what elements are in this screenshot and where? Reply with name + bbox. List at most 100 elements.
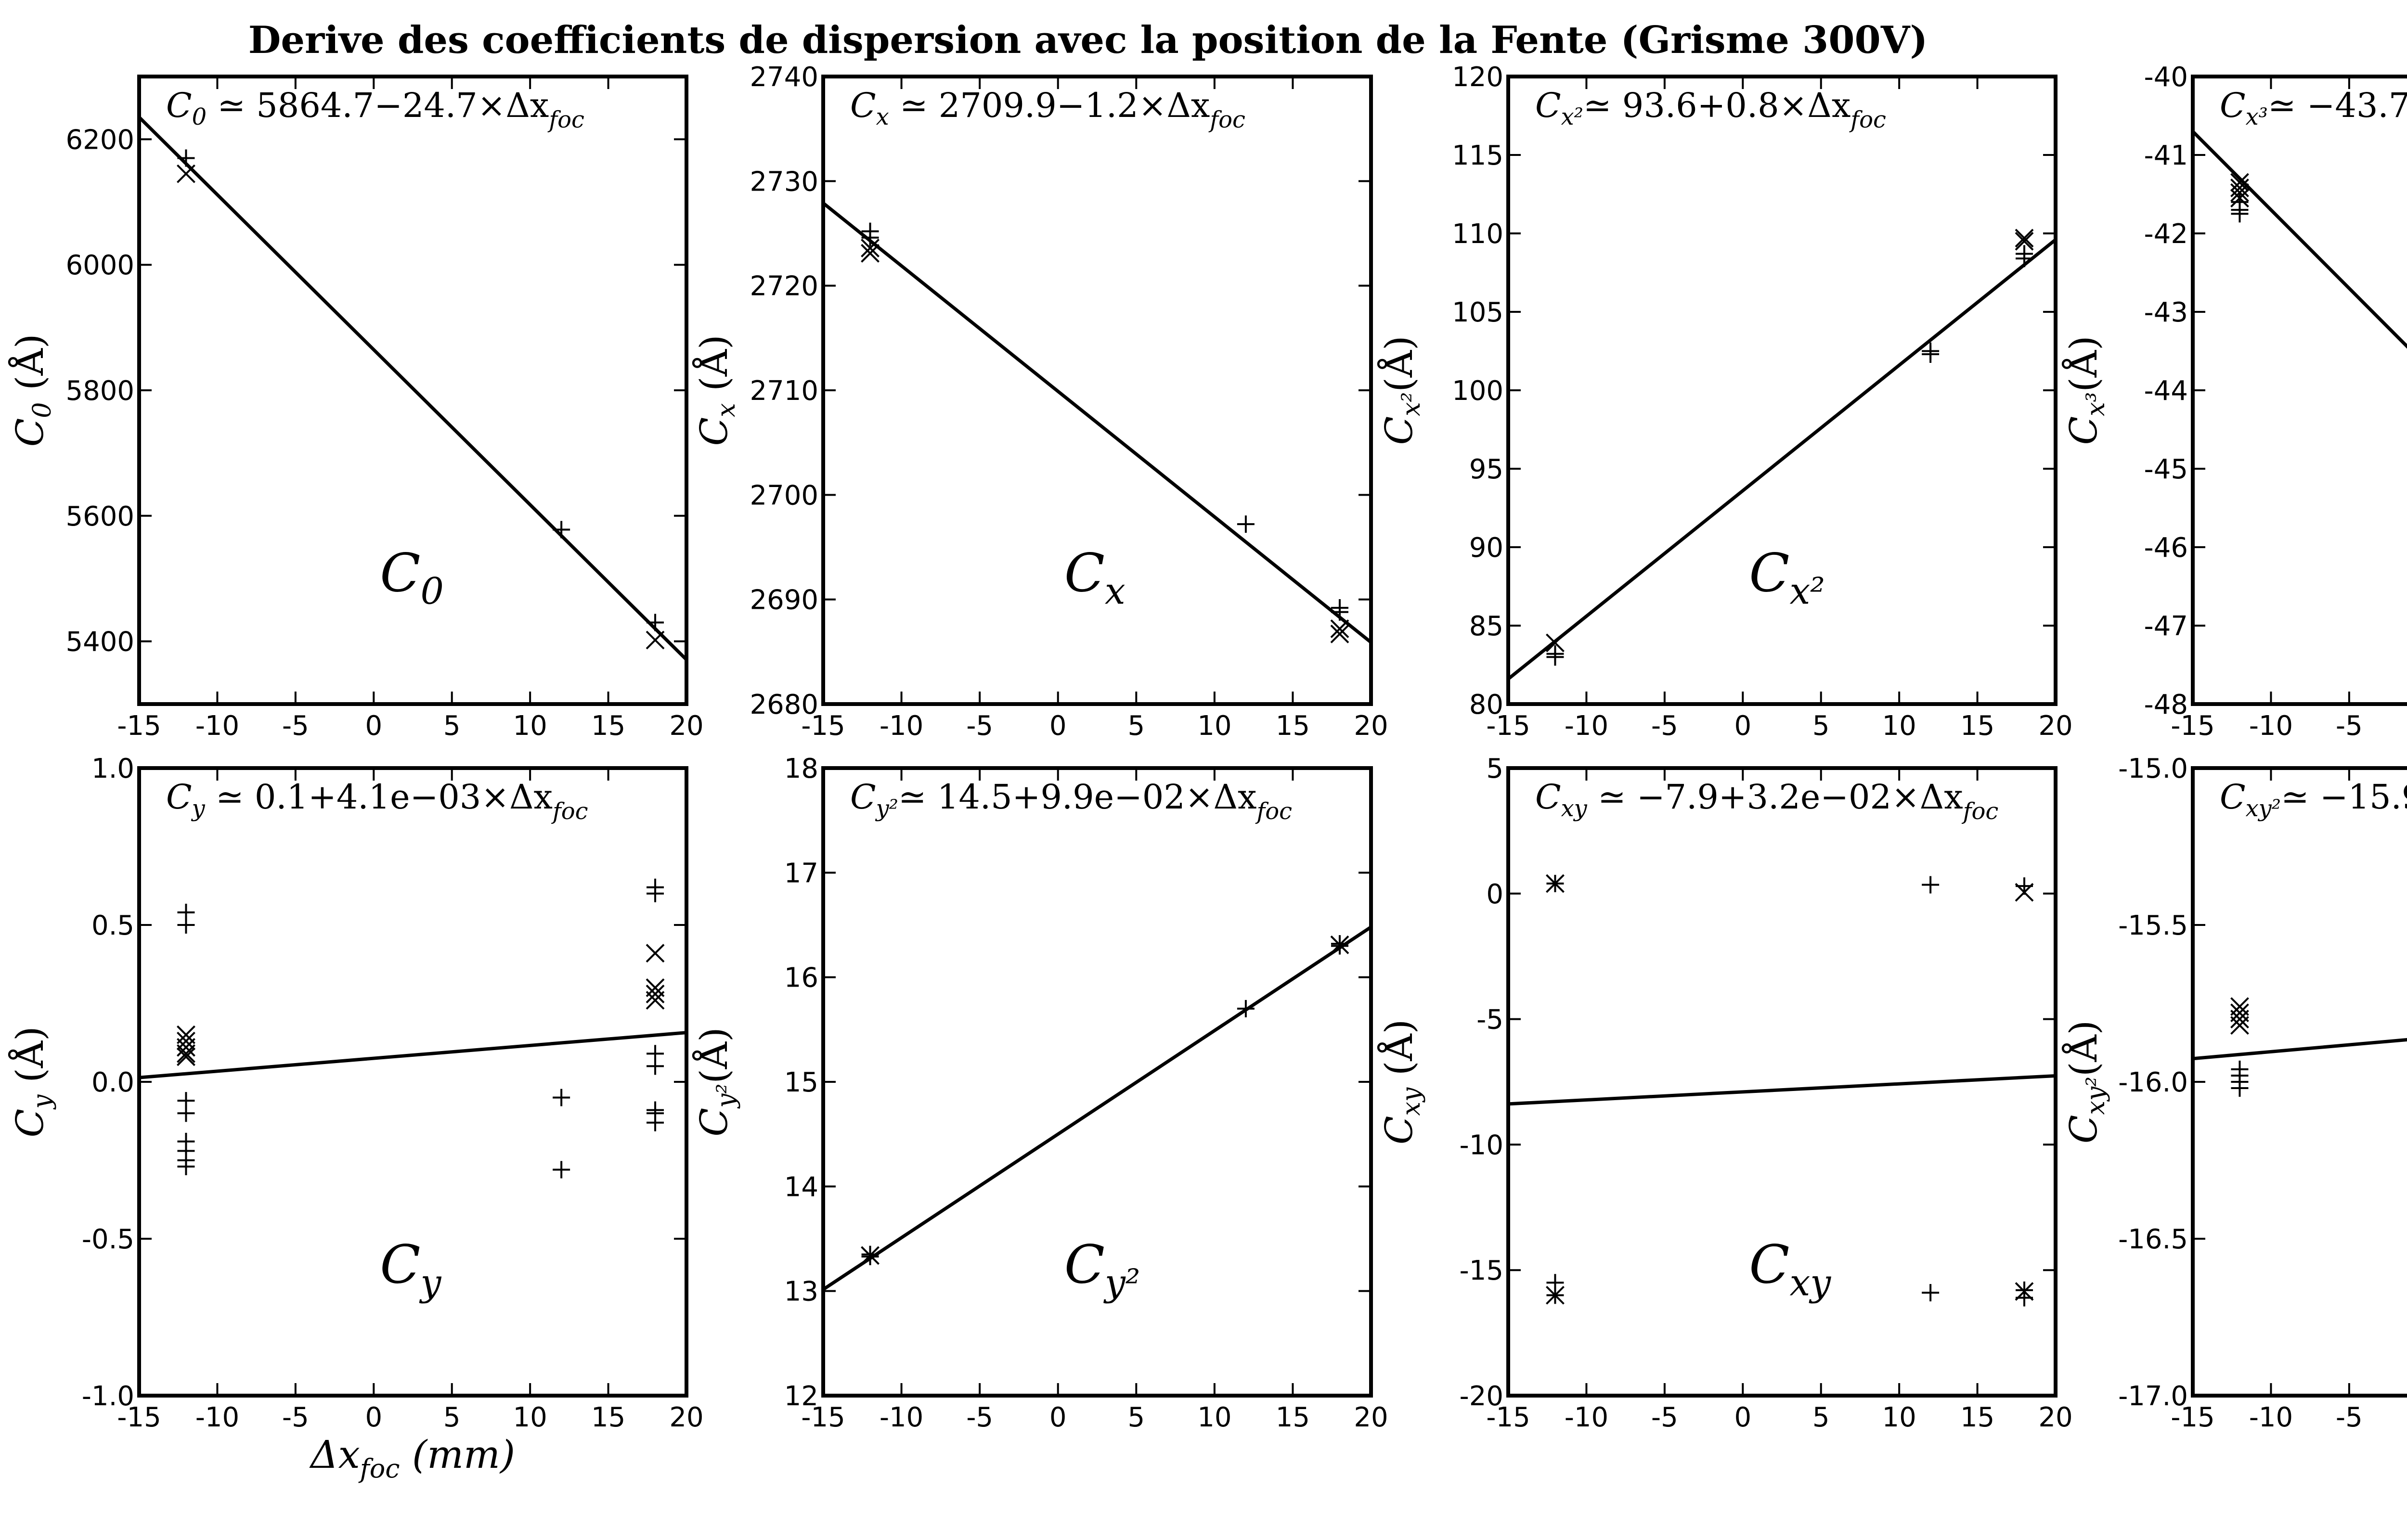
fit-line	[1508, 1074, 2056, 1106]
x-tick-label: -15	[801, 1402, 845, 1433]
y-tick-label: 0	[1486, 879, 1503, 910]
x-tick-label: 20	[669, 1402, 703, 1433]
x-tick-label: 0	[1049, 710, 1067, 742]
axes-frame	[2191, 75, 2407, 706]
y-tick-label: -15.0	[2118, 753, 2188, 784]
x-tick-label: -15	[117, 1402, 161, 1433]
cross-marker	[1330, 935, 1349, 954]
x-tick-label: -10	[2249, 710, 2293, 742]
subplot-c-x: -15 -10 -5 0 5 10 15 20 2680 2690 2700 2710 2720 2730…	[692, 62, 1388, 742]
axes-frame	[1506, 766, 2058, 1398]
x-tick-label: 15	[591, 1402, 625, 1433]
x-tick-label: 20	[669, 710, 703, 742]
plus-marker	[2016, 245, 2033, 263]
y-axis-label: Cy (Å)	[8, 1026, 57, 1137]
x-tick-label: 5	[1127, 710, 1145, 742]
y-tick-label: 6200	[65, 124, 134, 155]
x-tick-label: -15	[2171, 1402, 2214, 1433]
x-tick-label: -5	[2336, 1402, 2363, 1433]
fit-equation: Cy²≃ 14.5+9.9e−02×Δxfoc	[850, 777, 1292, 825]
x-tick-label: 5	[443, 710, 461, 742]
y-tick-label: -15	[1460, 1255, 1503, 1286]
y-tick-label: -42	[2144, 218, 2188, 250]
fit-line	[1508, 238, 2056, 680]
x-tick-label: 10	[1882, 710, 1916, 742]
x-tick-label: 10	[1882, 1402, 1916, 1433]
y-tick-label: -16.5	[2118, 1224, 2188, 1255]
x-tick-label: -10	[1565, 710, 1608, 742]
x-tick-label: 0	[365, 710, 382, 742]
y-tick-label: -41	[2144, 140, 2188, 171]
y-tick-label: 0.0	[91, 1067, 134, 1098]
y-tick-label: -15.5	[2118, 910, 2188, 941]
axes-frame	[137, 766, 688, 1398]
cross-marker	[2015, 1282, 2034, 1301]
cross-marker	[177, 1044, 195, 1063]
plus-marker	[1922, 876, 1940, 894]
y-tick-label: 2740	[750, 62, 818, 93]
plus-marker	[1922, 342, 1940, 360]
x-tick-label: 15	[1276, 710, 1310, 742]
y-tick-label: 2720	[750, 271, 818, 302]
plus-marker	[177, 1104, 195, 1122]
y-tick-label: -17.0	[2118, 1381, 2188, 1412]
x-tick-label: -10	[2249, 1402, 2293, 1433]
x-tick-label: -10	[1565, 1402, 1608, 1433]
cross-marker	[1546, 1285, 1565, 1305]
plus-marker	[647, 614, 664, 631]
cross-marker	[1546, 874, 1565, 893]
y-tick-label: -16.0	[2118, 1067, 2188, 1098]
cross-marker	[177, 1047, 195, 1066]
y-axis-label: C0 (Å)	[8, 334, 57, 447]
x-tick-label: 10	[513, 710, 547, 742]
y-tick-label: -44	[2144, 375, 2188, 407]
cross-marker	[2015, 883, 2034, 902]
y-tick-label: 5	[1486, 753, 1503, 784]
y-tick-label: -47	[2144, 611, 2188, 642]
x-tick-label: -15	[1486, 1402, 1530, 1433]
fit-equation: Cxy²≃ −15.9+4.4e−03×Δxfoc	[2220, 777, 2407, 825]
cross-marker	[861, 239, 880, 257]
y-axis-label: Cx³(Å)	[2061, 335, 2110, 445]
fit-line	[139, 116, 686, 661]
y-tick-label: 90	[1469, 532, 1503, 564]
fit-equation: Cy ≃ 0.1+4.1e−03×Δxfoc	[166, 777, 588, 825]
plus-marker	[2231, 1079, 2249, 1097]
plus-marker	[553, 1161, 570, 1179]
x-tick-label: 10	[513, 1402, 547, 1433]
fit-line	[139, 1031, 686, 1079]
axes-frame	[1506, 75, 2058, 706]
x-tick-label: 15	[591, 710, 625, 742]
y-axis-label: Cx (Å)	[692, 335, 741, 446]
y-tick-label: 12	[784, 1381, 818, 1412]
subplot-c-y: -15 -10 -5 0 5 10 15 20 -1.0 -0.5 0.0 0.5 1.0 Cy ≃ 0.…	[8, 753, 704, 1484]
panel-label: Cy	[380, 1233, 441, 1304]
cross-marker	[177, 1038, 195, 1057]
cross-marker	[2230, 1016, 2249, 1035]
cross-marker	[2015, 229, 2034, 248]
cross-marker	[2230, 1010, 2249, 1029]
x-tick-label: -5	[282, 1402, 309, 1433]
x-tick-label: 15	[1960, 1402, 1994, 1433]
fit-line	[823, 202, 1371, 644]
fit-equation: C0 ≃ 5864.7−24.7×Δxfoc	[166, 86, 584, 133]
axes-frame	[821, 75, 1373, 706]
y-tick-label: 95	[1469, 454, 1503, 485]
x-tick-label: 5	[1812, 1402, 1830, 1433]
y-tick-label: 105	[1452, 297, 1503, 328]
y-axis-label: Cx²(Å)	[1377, 335, 1426, 445]
y-tick-label: -20	[1460, 1381, 1503, 1412]
fit-equation: Cx²≃ 93.6+0.8×Δxfoc	[1535, 86, 1886, 133]
x-tick-label: -15	[801, 710, 845, 742]
y-tick-label: -48	[2144, 689, 2188, 720]
y-tick-label: 0.5	[91, 910, 134, 941]
x-tick-label: 20	[2038, 1402, 2072, 1433]
cross-marker	[646, 944, 665, 963]
subplot-c-x2: -15 -10 -5 0 5 10 15 20 80 85 90 95 100 105 110 115 120 C…	[1377, 62, 2073, 742]
y-tick-label: -43	[2144, 297, 2188, 328]
x-tick-label: -10	[195, 710, 239, 742]
plus-marker	[177, 149, 195, 167]
y-axis-label: Cxy²(Å)	[2061, 1020, 2110, 1143]
